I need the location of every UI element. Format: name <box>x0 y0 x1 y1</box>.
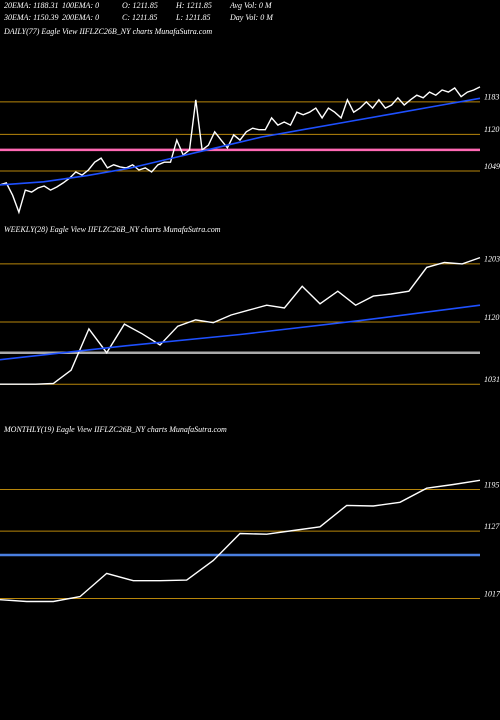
header-stat: H: 1211.85 <box>175 1 212 10</box>
y-tick-label: 1031 <box>484 375 500 384</box>
price-line <box>0 479 481 603</box>
y-tick-label: 1127 <box>484 522 500 531</box>
header-stat: Avg Vol: 0 M <box>229 1 273 10</box>
header-stat: O: 1211.85 <box>122 1 158 10</box>
y-tick-label: 1017 <box>484 589 500 598</box>
price-line <box>0 97 481 186</box>
y-tick-label: 1183 <box>484 93 499 102</box>
price-line <box>0 86 481 215</box>
panel-title: DAILY(77) Eagle View IIFLZC26B_NY charts… <box>3 27 212 36</box>
header-stat: C: 1211.85 <box>122 13 157 22</box>
price-line <box>0 304 481 361</box>
header-stat: 20EMA: 1188.31 <box>4 1 59 10</box>
price-line <box>0 256 481 385</box>
header-stat: 200EMA: 0 <box>62 13 99 22</box>
panel-title: MONTHLY(19) Eagle View IIFLZC26B_NY char… <box>3 425 227 434</box>
header-stat: L: 1211.85 <box>175 13 211 22</box>
panel-title: WEEKLY(28) Eagle View IIFLZC26B_NY chart… <box>4 225 221 234</box>
header-stat: Day Vol: 0 M <box>229 13 274 22</box>
y-tick-label: 1203 <box>484 255 500 264</box>
y-tick-label: 1120 <box>484 313 499 322</box>
y-tick-label: 1049 <box>484 162 500 171</box>
y-tick-label: 1195 <box>484 480 499 489</box>
header-stat: 100EMA: 0 <box>62 1 99 10</box>
header-stat: 30EMA: 1150.39 <box>3 13 59 22</box>
y-tick-label: 1120 <box>484 125 499 134</box>
